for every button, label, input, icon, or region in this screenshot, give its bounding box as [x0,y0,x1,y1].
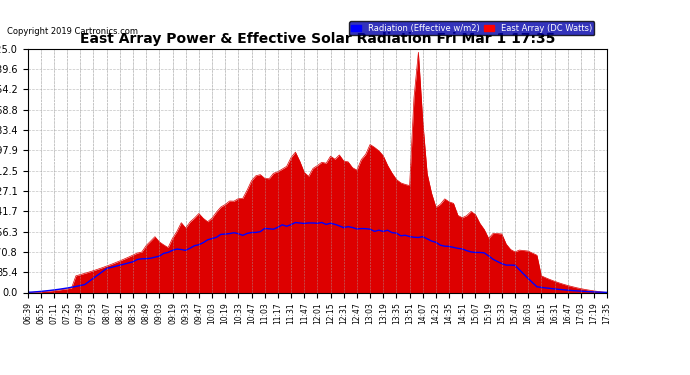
Title: East Array Power & Effective Solar Radiation Fri Mar 1 17:35: East Array Power & Effective Solar Radia… [80,32,555,46]
Legend: Radiation (Effective w/m2), East Array (DC Watts): Radiation (Effective w/m2), East Array (… [349,21,594,35]
Text: Copyright 2019 Cartronics.com: Copyright 2019 Cartronics.com [7,27,138,36]
